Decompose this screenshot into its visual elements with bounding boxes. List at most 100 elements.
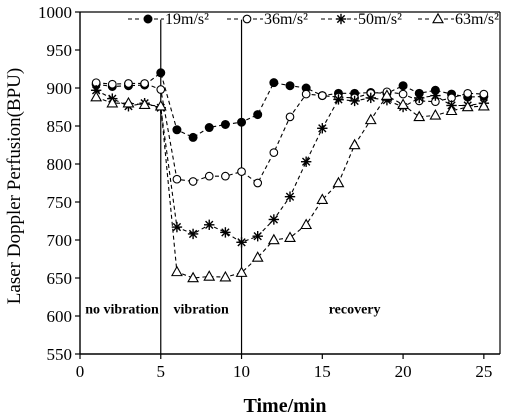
legend-label: 63m/s² — [455, 11, 499, 28]
data-point — [300, 156, 312, 167]
data-point — [365, 92, 376, 104]
y-tick-label: 700 — [47, 231, 73, 250]
data-point — [237, 167, 246, 176]
data-point — [122, 96, 135, 108]
data-point — [172, 174, 182, 184]
legend-label: 19m/s² — [165, 11, 209, 28]
legend-marker — [335, 13, 347, 25]
x-tick-label: 15 — [314, 362, 331, 381]
y-tick-label: 750 — [47, 193, 73, 212]
asterisk-stroke — [205, 220, 214, 229]
phase-annotation: vibration — [174, 302, 229, 317]
y-tick-label: 800 — [47, 155, 73, 174]
data-point — [253, 178, 263, 188]
data-point — [284, 191, 296, 202]
data-point — [251, 251, 264, 262]
data-point — [267, 233, 280, 245]
data-point — [269, 78, 279, 88]
data-point — [397, 98, 410, 109]
asterisk-stroke — [221, 228, 230, 237]
x-tick-label: 5 — [157, 362, 166, 381]
data-point — [106, 96, 119, 108]
x-axis-title: Time/min — [244, 395, 327, 417]
data-point — [188, 177, 198, 186]
data-point — [237, 117, 247, 127]
asterisk-stroke — [336, 14, 346, 24]
y-tick-label: 900 — [47, 79, 73, 98]
data-point — [463, 88, 473, 98]
data-point — [124, 79, 133, 88]
data-point — [380, 89, 393, 100]
asterisk-stroke — [188, 229, 198, 239]
data-point — [204, 171, 214, 181]
asterisk-stroke — [415, 93, 424, 103]
y-tick-label: 850 — [47, 117, 73, 136]
asterisk-stroke — [318, 124, 327, 133]
asterisk-stroke — [91, 86, 101, 95]
data-point — [300, 218, 313, 230]
data-point — [349, 95, 360, 107]
data-point — [252, 231, 263, 242]
y-tick-label: 950 — [47, 41, 73, 60]
data-point — [398, 89, 408, 99]
data-point — [461, 100, 474, 112]
data-point — [253, 110, 263, 120]
y-axis-title: Laser Doppler Perfusion(BPU) — [4, 68, 25, 304]
asterisk-stroke — [172, 222, 182, 232]
x-tick-label: 20 — [395, 362, 412, 381]
legend: 19m/s² 36m/s² 50m/s² 63m/s² — [128, 11, 499, 28]
data-point — [187, 228, 199, 240]
data-point — [156, 68, 166, 78]
asterisk-stroke — [350, 96, 359, 106]
legend-label: 36m/s² — [264, 11, 308, 28]
data-point — [430, 90, 441, 101]
x-tick-label: 10 — [233, 362, 250, 381]
y-tick-label: 1000 — [38, 3, 72, 22]
data-point — [317, 123, 328, 134]
data-point — [220, 119, 230, 129]
data-point — [170, 265, 183, 277]
data-point — [204, 123, 214, 133]
data-point — [398, 81, 408, 91]
data-point — [171, 221, 183, 233]
data-point — [203, 270, 216, 281]
data-point — [348, 138, 361, 150]
data-point — [316, 193, 329, 204]
asterisk-stroke — [253, 232, 262, 241]
series-layer — [90, 68, 490, 283]
data-point — [187, 271, 200, 283]
data-point — [140, 79, 149, 88]
asterisk-stroke — [301, 157, 311, 166]
data-point — [301, 89, 311, 99]
data-point — [285, 112, 295, 122]
plot-layer: 550 600 650 700 750 800 850 900 950 1000 0 5 10 15 20 2… — [38, 3, 501, 381]
data-point — [285, 81, 295, 91]
legend-label: 50m/s² — [358, 11, 402, 28]
data-point — [220, 227, 231, 238]
legend-marker — [432, 12, 444, 24]
asterisk-stroke — [334, 95, 343, 104]
data-point — [333, 94, 344, 105]
asterisk-stroke — [237, 238, 246, 247]
data-point — [90, 90, 103, 102]
asterisk-stroke — [431, 91, 440, 100]
data-point — [172, 125, 182, 135]
y-tick-label: 550 — [47, 345, 73, 364]
data-point — [479, 89, 489, 99]
asterisk-stroke — [366, 93, 375, 103]
data-point — [477, 99, 490, 111]
data-point — [364, 113, 377, 125]
data-point — [156, 85, 166, 94]
y-tick-label: 650 — [47, 269, 73, 288]
data-point — [284, 231, 296, 242]
data-point — [219, 270, 232, 282]
x-tick-label: 0 — [76, 362, 85, 381]
data-point — [236, 237, 247, 248]
data-point — [107, 79, 117, 89]
data-point — [332, 176, 345, 188]
data-point — [317, 91, 327, 100]
data-point — [235, 266, 248, 277]
x-tick-label: 25 — [475, 362, 492, 381]
